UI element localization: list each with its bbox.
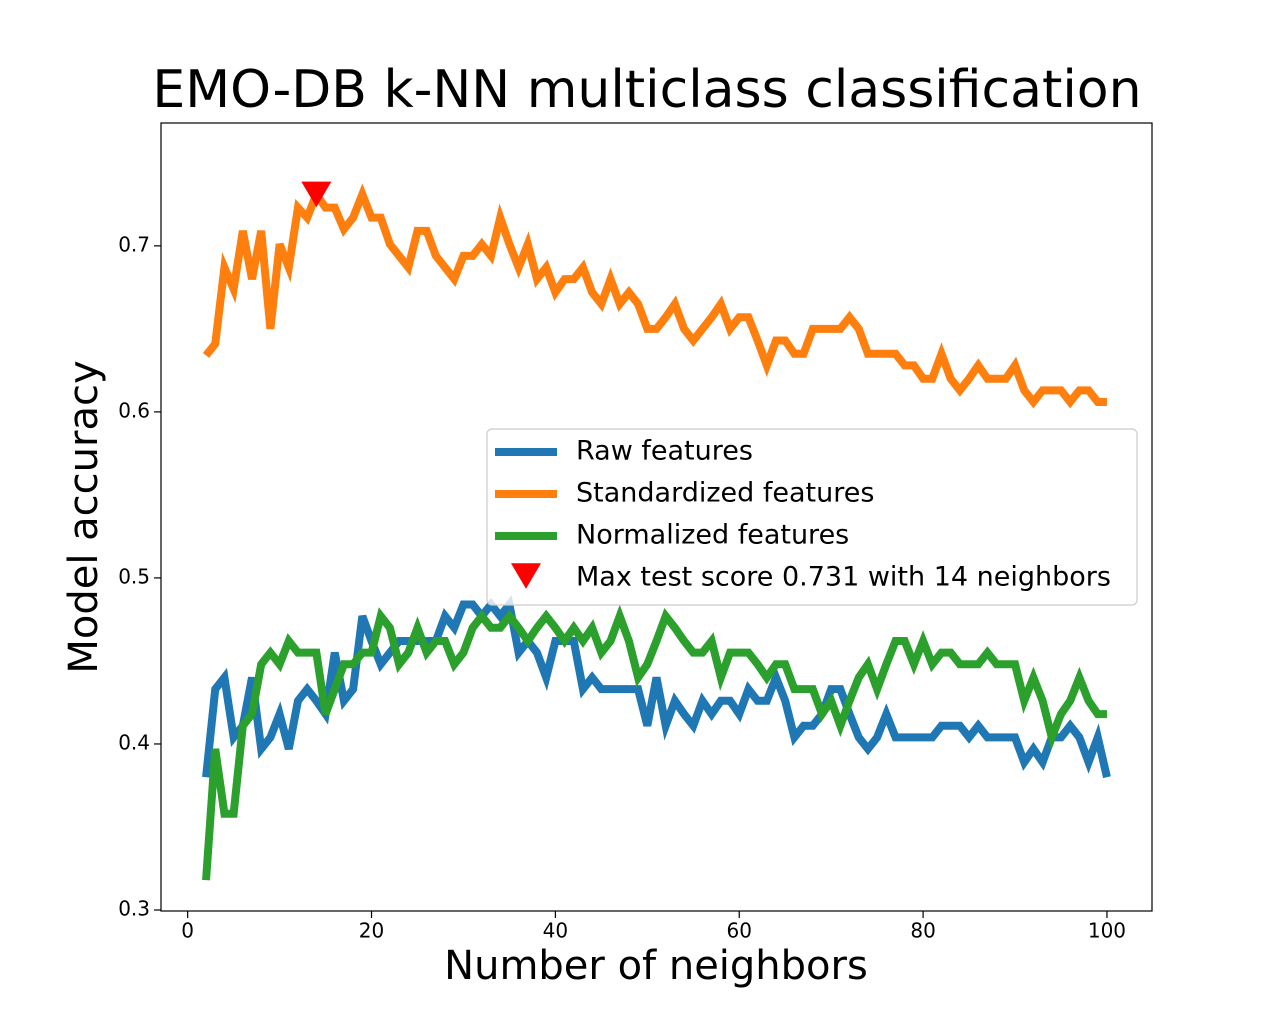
y-tick-label: 0.6: [118, 398, 150, 422]
chart-title: EMO-DB k-NN multiclass classification: [152, 60, 1141, 120]
legend-box: [486, 428, 1138, 606]
x-tick-label: 60: [727, 919, 752, 943]
series-line: [202, 604, 1107, 881]
y-axis-label: Model accuracy: [61, 360, 107, 673]
x-tick-label: 20: [359, 919, 384, 943]
legend-marker: [511, 563, 541, 589]
legend-label: Normalized features: [576, 520, 849, 551]
series-line: [202, 183, 1107, 409]
legend-label: Max test score 0.731 with 14 neighbors: [576, 562, 1111, 593]
x-tick-label: 80: [910, 919, 935, 943]
legend-label: Standardized features: [576, 478, 874, 509]
x-tick-label: 40: [543, 919, 568, 943]
y-tick-label: 0.3: [118, 897, 150, 921]
y-tick-label: 0.7: [118, 232, 150, 256]
x-tick-label: 0: [181, 919, 194, 943]
legend-label: Raw features: [576, 436, 753, 467]
x-tick-label: 100: [1088, 919, 1126, 943]
y-tick-label: 0.5: [118, 564, 150, 588]
x-axis-label: Number of neighbors: [444, 943, 868, 989]
y-tick-label: 0.4: [118, 730, 150, 754]
max-marker: [301, 181, 332, 208]
plot-frame: [160, 122, 1153, 912]
